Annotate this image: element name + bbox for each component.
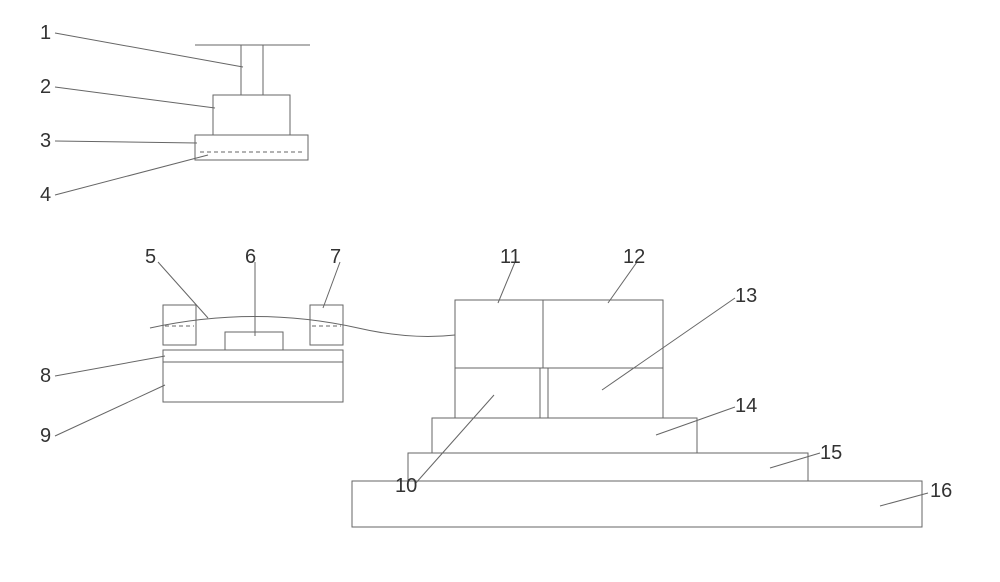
callout-label-16: 16: [930, 480, 952, 503]
technical-diagram: [0, 0, 1000, 582]
callout-label-7: 7: [330, 246, 341, 269]
callout-label-3: 3: [40, 130, 51, 153]
callout-label-13: 13: [735, 285, 757, 308]
callout-label-8: 8: [40, 365, 51, 388]
callout-label-10: 10: [395, 475, 417, 498]
callout-label-6: 6: [245, 246, 256, 269]
callout-label-5: 5: [145, 246, 156, 269]
callout-label-2: 2: [40, 76, 51, 99]
callout-label-12: 12: [623, 246, 645, 269]
callout-label-14: 14: [735, 395, 757, 418]
callout-label-11: 11: [500, 246, 521, 269]
callout-label-1: 1: [40, 22, 51, 45]
callout-label-9: 9: [40, 425, 51, 448]
callout-label-4: 4: [40, 184, 51, 207]
callout-label-15: 15: [820, 442, 842, 465]
